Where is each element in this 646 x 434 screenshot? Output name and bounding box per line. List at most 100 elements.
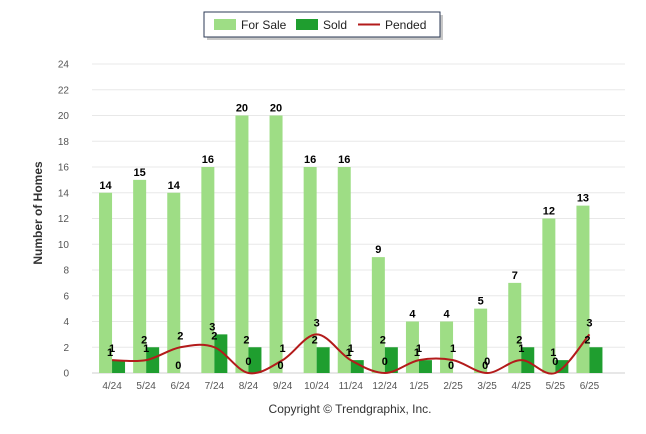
for-sale-value-label: 4 [409,309,416,321]
for-sale-bar [508,282,522,373]
sold-value-label: 1 [414,347,420,359]
legend-items: For Sale Sold Pended [214,18,426,32]
for-sale-bar [371,257,385,373]
y-tick-label: 20 [58,111,70,122]
y-tick-label: 0 [63,369,69,380]
sold-value-label: 2 [141,334,147,346]
sold-bar [350,360,364,373]
x-tick-label: 1/25 [409,381,429,392]
for-sale-bar [133,179,147,373]
y-tick-label: 10 [58,240,70,251]
y-tick-label: 22 [58,85,70,96]
sold-bar [521,347,535,373]
x-tick-label: 2/25 [443,381,463,392]
x-tick-label: 4/24 [102,381,122,392]
for-sale-bar [576,205,590,373]
grid-lines [92,63,625,374]
x-tick-label: 6/24 [171,381,191,392]
sold-bar [384,347,398,373]
for-sale-value-label: 12 [543,206,555,218]
for-sale-bar [167,192,181,373]
y-tick-label: 16 [58,163,70,174]
sold-value-label: 0 [175,360,181,372]
x-tick-label: 5/24 [136,381,156,392]
pended-value-label: 1 [518,343,524,355]
for-sale-bar [201,167,215,373]
sold-bar [214,334,228,373]
sold-value-label: 0 [448,360,454,372]
x-tick-label: 3/25 [477,381,497,392]
pended-line-layer [112,333,591,375]
for-sale-bar [337,167,351,373]
for-sale-bar [99,192,113,373]
data-labels: 1411152114021632202020011623161192041140… [99,103,592,373]
legend: For Sale Sold Pended [203,11,443,40]
pended-value-label: 3 [314,317,320,329]
bars [99,115,603,373]
for-sale-bar [303,167,317,373]
x-tick-labels: 4/24 5/24 6/24 7/24 8/24 9/24 10/24 11/24 12/24 1… [102,381,599,392]
sold-value-label: 0 [277,360,283,372]
pended-value-label: 0 [245,356,251,368]
for-sale-value-label: 14 [99,180,112,192]
x-tick-label: 4/25 [512,381,532,392]
for-sale-value-label: 16 [304,154,316,166]
for-sale-value-label: 4 [443,309,450,321]
y-tick-label: 2 [63,343,69,354]
sold-value-label: 2 [380,334,386,346]
x-tick-label: 12/24 [372,381,397,392]
legend-swatch [296,19,318,30]
for-sale-bar [474,308,488,373]
sold-value-label: 3 [209,321,215,333]
pended-value-label: 3 [586,317,592,329]
pended-value-label: 2 [211,330,217,342]
sold-bar [112,360,126,373]
legend-label: For Sale [241,18,287,32]
x-tick-label: 9/24 [273,381,293,392]
sold-bar [146,347,160,373]
sold-bar [316,347,330,373]
x-tick-label: 6/25 [580,381,600,392]
pended-value-label: 1 [348,343,354,355]
x-tick-label: 11/24 [339,381,364,392]
for-sale-bar [542,218,556,373]
for-sale-value-label: 16 [202,154,214,166]
x-tick-label: 5/25 [546,381,566,392]
pended-value-label: 1 [416,343,422,355]
for-sale-value-label: 5 [478,296,484,308]
y-tick-label: 24 [58,60,70,71]
y-tick-label: 14 [58,188,70,199]
for-sale-value-label: 7 [512,270,518,282]
legend-label: Pended [385,18,426,32]
pended-value-label: 0 [484,356,490,368]
y-tick-label: 12 [58,214,70,225]
for-sale-value-label: 15 [134,167,146,179]
sold-value-label: 0 [482,360,488,372]
pended-value-label: 1 [143,343,149,355]
x-tick-label: 7/24 [205,381,225,392]
for-sale-value-label: 13 [577,193,589,205]
legend-swatch [214,19,236,30]
sold-value-label: 1 [550,347,556,359]
legend-label: Sold [323,18,347,32]
pended-value-label: 0 [382,356,388,368]
for-sale-value-label: 9 [375,244,381,256]
sold-bar [418,360,432,373]
sold-bar [248,347,262,373]
for-sale-value-label: 20 [270,103,282,115]
sold-bar [589,347,603,373]
for-sale-bar [235,115,249,373]
pended-value-label: 0 [552,356,558,368]
y-axis-title: Number of Homes [31,161,45,265]
x-tick-label: 10/24 [304,381,329,392]
legend-box [203,11,441,38]
pended-value-label: 1 [109,343,115,355]
y-tick-label: 6 [63,291,69,302]
copyright-text: Copyright © Trendgraphix, Inc. [269,402,432,416]
pended-value-label: 1 [450,343,456,355]
pended-line [112,333,591,375]
sold-value-label: 1 [107,347,113,359]
